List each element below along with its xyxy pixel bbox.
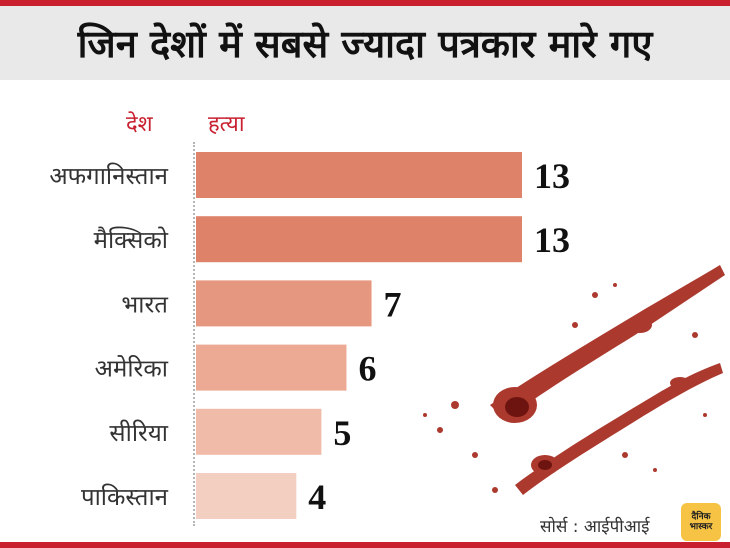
country-header: देश xyxy=(126,112,153,137)
category-label: मैक्सिको xyxy=(94,226,169,254)
top-accent-bar xyxy=(0,0,730,6)
logo-line-2: भास्कर xyxy=(689,522,713,532)
value-label: 4 xyxy=(308,477,326,517)
dainik-bhaskar-logo: दैनिक भास्कर xyxy=(681,503,721,541)
chart-title: जिन देशों में सबसे ज्यादा पत्रकार मारे ग… xyxy=(77,22,653,66)
category-label: सीरिया xyxy=(109,419,168,447)
title-band xyxy=(0,6,730,80)
bar xyxy=(196,216,522,263)
killed-header: हत्या xyxy=(208,112,245,137)
bar xyxy=(196,344,347,391)
bar xyxy=(196,152,522,198)
source-label: सोर्स : आईपीआई xyxy=(540,517,650,537)
value-label: 5 xyxy=(333,413,351,453)
bottom-accent-bar xyxy=(0,542,730,548)
blood-splatter-illustration xyxy=(423,265,725,495)
category-label: पाकिस्तान xyxy=(81,483,169,511)
bar xyxy=(196,408,322,455)
bar xyxy=(196,473,297,519)
bar xyxy=(196,280,372,327)
category-label: अमेरिका xyxy=(95,355,169,383)
category-label: भारत xyxy=(121,290,169,318)
value-label: 7 xyxy=(384,284,402,324)
value-label: 13 xyxy=(534,156,570,196)
value-label: 6 xyxy=(358,349,376,389)
category-label: अफगानिस्तान xyxy=(49,162,168,190)
value-label: 13 xyxy=(534,220,570,260)
logo-line-1: दैनिक xyxy=(691,512,711,522)
axis-line xyxy=(193,142,195,526)
